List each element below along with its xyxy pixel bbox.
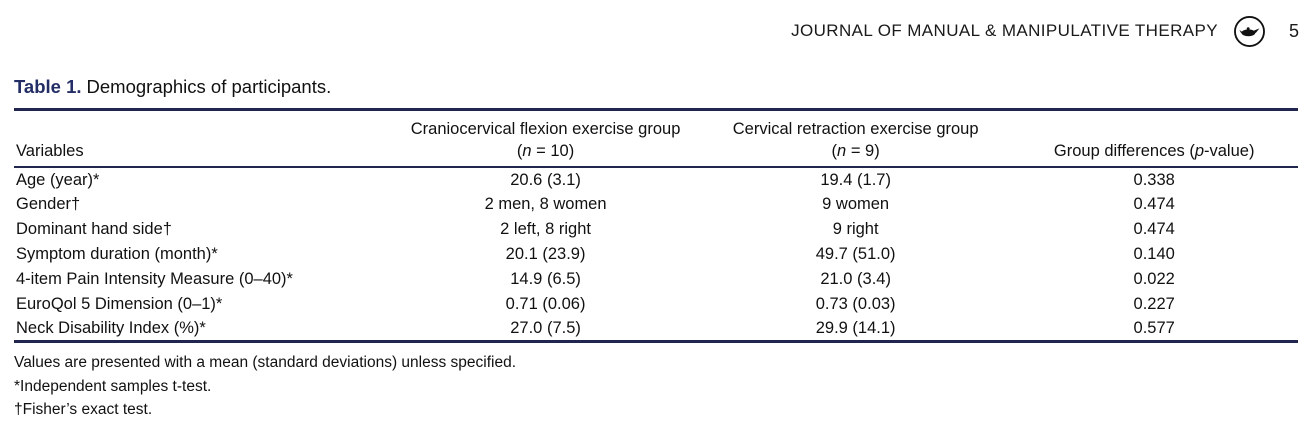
page-number: 5 bbox=[1288, 20, 1299, 41]
journal-name: JOURNAL OF MANUAL & MANIPULATIVE THERAPY bbox=[791, 21, 1218, 40]
table-row: EuroQol 5 Dimension (0–1)* 0.71 (0.06) 0… bbox=[14, 291, 1298, 316]
cell-cr-value: 0.73 (0.03) bbox=[815, 294, 896, 313]
table-footnotes: Values are presented with a mean (standa… bbox=[14, 351, 516, 422]
cell-pvalue: 0.474 bbox=[1133, 220, 1175, 239]
cell-variable: 4-item Pain Intensity Measure (0–40)* bbox=[16, 269, 293, 288]
table-label: Table 1. bbox=[14, 76, 82, 97]
table-row: Symptom duration (month)* 20.1 (23.9) 49… bbox=[14, 242, 1298, 267]
taylor-francis-logo-icon bbox=[1234, 15, 1265, 47]
cell-cr-value: 9 women bbox=[822, 195, 890, 214]
cell-variable: Gender† bbox=[16, 195, 81, 214]
cell-pvalue: 0.474 bbox=[1133, 195, 1175, 214]
cell-ccf-value: 2 left, 8 right bbox=[500, 220, 591, 239]
cell-pvalue: 0.577 bbox=[1010, 315, 1298, 343]
table-row: 4-item Pain Intensity Measure (0–40)* 14… bbox=[14, 266, 1298, 291]
cell-ccf-value: 2 men, 8 women bbox=[484, 195, 607, 214]
cell-pvalue: 0.227 bbox=[1133, 294, 1175, 313]
cell-cr-value: 29.9 (14.1) bbox=[700, 315, 1011, 343]
cell-variable: EuroQol 5 Dimension (0–1)* bbox=[16, 294, 223, 313]
cell-ccf-value: 14.9 (6.5) bbox=[510, 269, 581, 288]
cell-ccf-value: 20.1 (23.9) bbox=[505, 244, 586, 263]
table-caption-text: Demographics of participants. bbox=[86, 76, 332, 97]
demographics-table: Variables Craniocervical flexion exercis… bbox=[14, 108, 1298, 343]
cell-cr-value: 21.0 (3.4) bbox=[820, 269, 891, 288]
table-row: Age (year)* 20.6 (3.1) 19.4 (1.7) 0.338 bbox=[14, 167, 1298, 192]
cell-cr-value: 49.7 (51.0) bbox=[815, 244, 896, 263]
cell-variable: Dominant hand side† bbox=[16, 220, 172, 239]
cell-ccf-value: 20.6 (3.1) bbox=[510, 171, 581, 189]
cell-pvalue: 0.338 bbox=[1133, 171, 1175, 189]
column-header-ccf-group: Craniocervical flexion exercise group (n… bbox=[390, 109, 701, 168]
header-row: Variables Craniocervical flexion exercis… bbox=[14, 109, 1298, 168]
cell-pvalue: 0.140 bbox=[1133, 244, 1175, 263]
footnote-fisher: †Fisher’s exact test. bbox=[14, 401, 153, 418]
column-header-cr-group: Cervical retraction exercise group (n = … bbox=[700, 109, 1011, 168]
table-row: Dominant hand side† 2 left, 8 right 9 ri… bbox=[14, 217, 1298, 242]
footnote-ttest: *Independent samples t-test. bbox=[14, 377, 212, 395]
running-head: JOURNAL OF MANUAL & MANIPULATIVE THERAPY… bbox=[791, 14, 1299, 48]
cell-variable: Neck Disability Index (%)* bbox=[14, 315, 391, 343]
column-header-variables: Variables bbox=[14, 109, 391, 168]
table-row: Neck Disability Index (%)* 27.0 (7.5) 29… bbox=[14, 315, 1298, 343]
cell-ccf-value: 0.71 (0.06) bbox=[505, 294, 586, 313]
cell-cr-value: 9 right bbox=[832, 220, 879, 239]
cell-variable: Age (year)* bbox=[16, 171, 100, 189]
column-header-pvalue: Group differences (p-value) bbox=[1010, 109, 1298, 168]
cell-pvalue: 0.022 bbox=[1133, 269, 1175, 288]
table-row: Gender† 2 men, 8 women 9 women 0.474 bbox=[14, 192, 1298, 217]
table-caption: Table 1. Demographics of participants. bbox=[14, 75, 331, 99]
cell-ccf-value: 27.0 (7.5) bbox=[390, 315, 701, 343]
cell-variable: Symptom duration (month)* bbox=[16, 244, 218, 263]
cell-cr-value: 19.4 (1.7) bbox=[820, 171, 891, 189]
footnote-general: Values are presented with a mean (standa… bbox=[14, 354, 517, 371]
